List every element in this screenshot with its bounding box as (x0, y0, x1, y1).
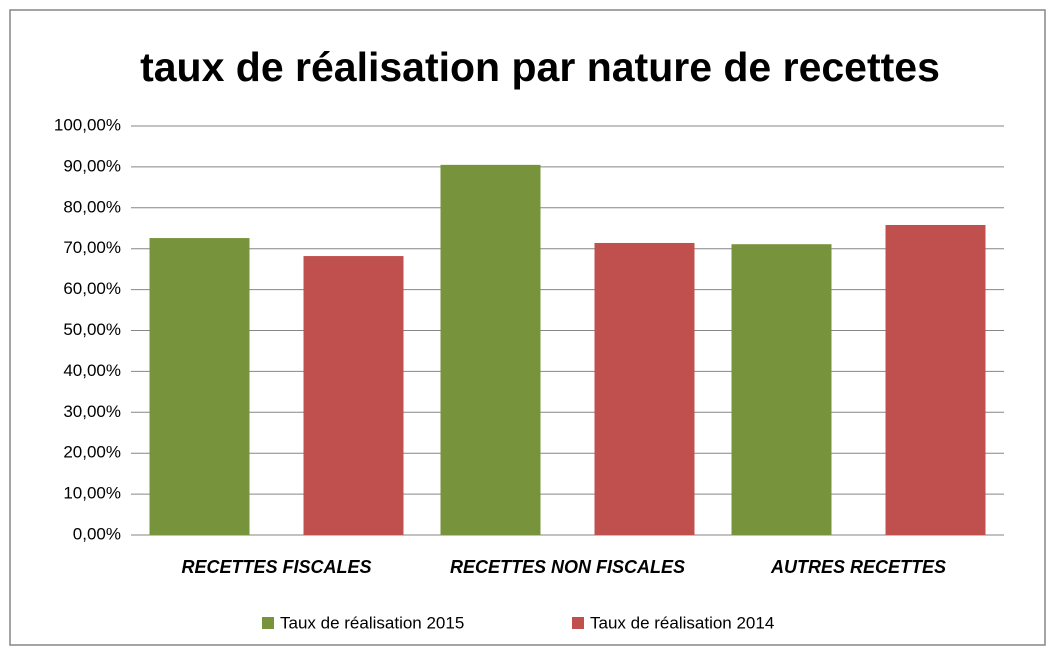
y-tick-label: 90,00% (63, 156, 121, 175)
y-tick-label: 10,00% (63, 484, 121, 503)
x-tick-label: AUTRES RECETTES (770, 557, 946, 577)
bar (149, 238, 250, 536)
chart-title: taux de réalisation par nature de recett… (140, 44, 940, 90)
x-tick-label: RECETTES FISCALES (181, 557, 371, 577)
bar (594, 242, 695, 535)
y-tick-label: 50,00% (63, 320, 121, 339)
legend-swatch (572, 617, 584, 629)
y-tick-label: 40,00% (63, 361, 121, 380)
y-tick-label: 80,00% (63, 197, 121, 216)
legend-label: Taux de réalisation 2015 (280, 613, 464, 632)
y-tick-label: 20,00% (63, 443, 121, 462)
x-tick-label: RECETTES NON FISCALES (450, 557, 685, 577)
legend-label: Taux de réalisation 2014 (590, 613, 774, 632)
bar (885, 224, 986, 535)
y-tick-label: 30,00% (63, 402, 121, 421)
legend-swatch (262, 617, 274, 629)
y-tick-label: 60,00% (63, 279, 121, 298)
y-tick-label: 0,00% (73, 524, 121, 543)
y-tick-label: 70,00% (63, 238, 121, 257)
bar (731, 244, 832, 536)
bar (303, 256, 404, 535)
y-tick-label: 100,00% (54, 115, 121, 134)
bar (440, 164, 541, 536)
